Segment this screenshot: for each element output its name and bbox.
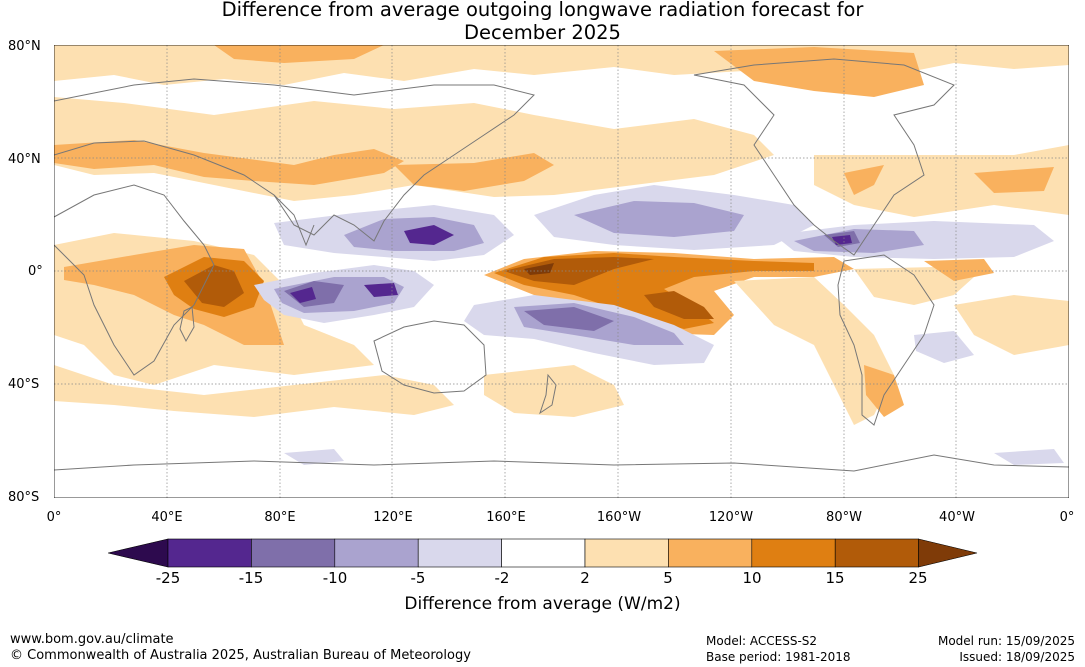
lat-label-40n: 40°N [8,152,41,167]
footer-url: www.bom.gov.au/climate [10,632,174,647]
lon-label-120e: 120°E [373,510,413,525]
colorbar-tick: -25 [155,569,181,587]
lon-label-160w: 160°W [596,510,642,525]
colorbar-cell-3 [334,538,419,568]
colorbar-tick: -15 [238,569,264,587]
colorbar-tick: -5 [410,569,426,587]
colorbar-tick: 5 [663,569,673,587]
lon-label-120w: 120°W [708,510,754,525]
lon-label-0-east: 0° [1059,510,1075,525]
lon-label-160e: 160°E [486,510,526,525]
colorbar-tick: -2 [494,569,510,587]
lat-label-40s: 40°S [8,377,40,392]
colorbar-cell-under [108,538,169,568]
title-line-1: Difference from average outgoing longwav… [221,0,864,21]
lon-label-40w: 40°W [939,510,975,525]
olr-anomaly-map [53,44,1070,499]
title-line-2: December 2025 [464,21,621,44]
colorbar-tick: 2 [580,569,590,587]
colorbar-cell-over [918,538,978,568]
colorbar-cell-5 [501,538,586,568]
colorbar-tick: -10 [322,569,348,587]
lon-label-80w: 80°W [826,510,862,525]
colorbar-cell-9 [834,538,919,568]
footer-base-period: Base period: 1981-2018 [706,650,851,664]
lon-label-80e: 80°E [264,510,296,525]
lon-label-40e: 40°E [151,510,183,525]
footer-model-run: Model run: 15/09/2025 [937,634,1075,648]
footer-copyright: © Commonwealth of Australia 2025, Austra… [10,648,471,663]
colorbar-cell-4 [417,538,502,568]
colorbar-cell-2 [251,538,336,568]
colorbar [108,538,978,568]
lat-label-equator: 0° [28,264,43,279]
colorbar-tick: 15 [825,569,845,587]
lat-label-80s: 80°S [8,490,40,505]
colorbar-cell-7 [668,538,753,568]
map-svg [53,44,1070,499]
colorbar-label: Difference from average (W/m2) [404,594,681,614]
footer-model: Model: ACCESS-S2 [706,634,818,648]
footer-issued: Issued: 18/09/2025 [959,650,1075,664]
colorbar-cell-1 [167,538,252,568]
colorbar-cell-6 [584,538,669,568]
lat-label-80n: 80°N [8,39,41,54]
colorbar-tick: 25 [908,569,928,587]
colorbar-tick: 10 [742,569,762,587]
map-title: Difference from average outgoing longwav… [0,0,1085,44]
lon-label-0: 0° [46,510,62,525]
colorbar-cell-8 [751,538,836,568]
